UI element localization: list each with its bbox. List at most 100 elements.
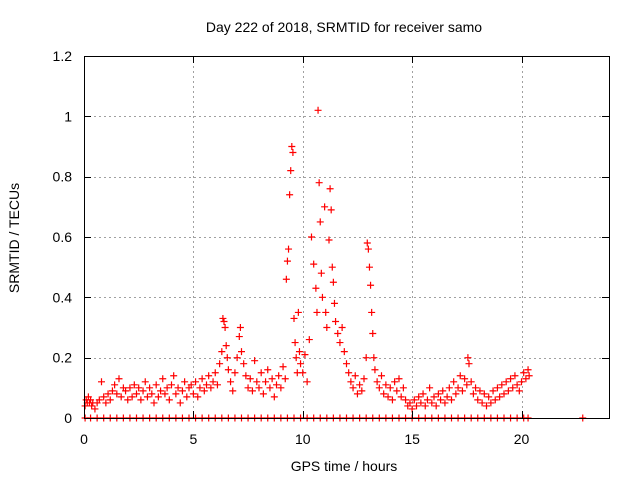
data-point <box>286 191 294 199</box>
data-point <box>323 324 331 331</box>
data-point <box>168 381 175 389</box>
data-point <box>139 387 147 395</box>
data-point <box>203 381 210 389</box>
data-point <box>511 372 519 380</box>
data-point <box>137 396 145 404</box>
data-point <box>95 396 103 404</box>
data-point <box>356 381 364 389</box>
data-point <box>172 390 180 398</box>
data-point <box>328 263 336 271</box>
data-point <box>305 336 313 344</box>
data-point <box>426 384 434 392</box>
data-point <box>183 393 191 401</box>
data-point <box>91 405 99 413</box>
data-point <box>135 384 143 392</box>
data-point <box>515 387 523 395</box>
data-point <box>365 263 373 271</box>
data-point <box>349 384 357 392</box>
y-tick-label: 0.8 <box>53 169 73 185</box>
data-point <box>360 375 368 383</box>
data-point <box>181 378 189 386</box>
data-point <box>291 339 299 347</box>
data-point <box>104 390 112 398</box>
data-point <box>283 257 291 265</box>
data-point <box>299 369 307 377</box>
y-tick-label: 0.4 <box>53 289 73 305</box>
data-point <box>236 324 244 331</box>
data-point <box>238 348 245 356</box>
data-points <box>81 106 587 422</box>
data-point <box>421 402 429 410</box>
y-tick-label: 1 <box>64 108 72 124</box>
data-point <box>315 179 323 187</box>
data-point <box>264 366 272 374</box>
data-point <box>504 387 512 395</box>
data-point <box>113 390 121 398</box>
data-point <box>485 393 493 401</box>
data-point <box>248 387 256 395</box>
data-point <box>327 206 335 214</box>
data-point <box>353 390 361 398</box>
data-point <box>150 399 158 407</box>
data-point <box>375 384 383 392</box>
data-point <box>143 393 151 401</box>
data-point <box>235 333 243 341</box>
data-point <box>489 387 497 395</box>
data-point <box>518 378 525 386</box>
data-point <box>124 396 132 404</box>
data-point <box>88 402 96 410</box>
grid-lines <box>84 56 609 418</box>
data-point <box>334 330 342 338</box>
data-point <box>312 284 320 292</box>
data-point <box>520 369 528 377</box>
data-point <box>491 396 499 404</box>
data-point <box>370 354 378 362</box>
data-point <box>437 396 445 404</box>
data-point <box>450 378 458 386</box>
data-point <box>441 399 449 407</box>
x-axis-label: GPS time / hours <box>291 458 398 474</box>
data-point <box>292 354 300 362</box>
y-tick-label: 0.6 <box>53 229 73 245</box>
axis-tick-labels: 0 5 10 15 20 0 0.2 0.4 0.6 0.8 1 1.2 <box>53 48 530 447</box>
data-point <box>525 372 533 380</box>
data-point <box>221 324 229 331</box>
x-tick-label: 10 <box>295 431 311 447</box>
data-point <box>205 372 213 380</box>
data-point <box>154 393 162 401</box>
data-point <box>282 275 290 283</box>
data-point <box>439 387 447 395</box>
data-point <box>378 372 385 380</box>
data-point <box>364 245 372 253</box>
data-point <box>277 384 285 392</box>
data-point <box>476 387 484 395</box>
data-point <box>220 317 228 325</box>
data-point <box>259 390 267 398</box>
data-point <box>448 396 455 404</box>
data-point <box>115 375 123 383</box>
x-tick-label: 15 <box>404 431 420 447</box>
data-point <box>111 381 119 389</box>
data-point <box>290 314 298 322</box>
data-point <box>340 348 348 356</box>
data-point <box>410 396 418 404</box>
data-point <box>207 384 215 392</box>
data-point <box>329 278 337 286</box>
data-point <box>170 372 178 380</box>
data-point <box>251 357 259 365</box>
data-point <box>218 348 226 356</box>
data-point <box>108 387 116 395</box>
data-point <box>262 378 270 386</box>
data-point <box>461 375 469 383</box>
data-point <box>417 399 425 407</box>
y-axis-label: SRMTID / TECUs <box>6 183 22 293</box>
data-point <box>399 384 407 392</box>
data-point <box>130 381 138 389</box>
data-point <box>445 384 453 392</box>
data-point <box>308 233 315 241</box>
data-point <box>161 390 169 398</box>
chart-title: Day 222 of 2018, SRMTID for receiver sam… <box>206 19 482 35</box>
data-point <box>402 396 410 404</box>
data-point <box>196 384 204 392</box>
